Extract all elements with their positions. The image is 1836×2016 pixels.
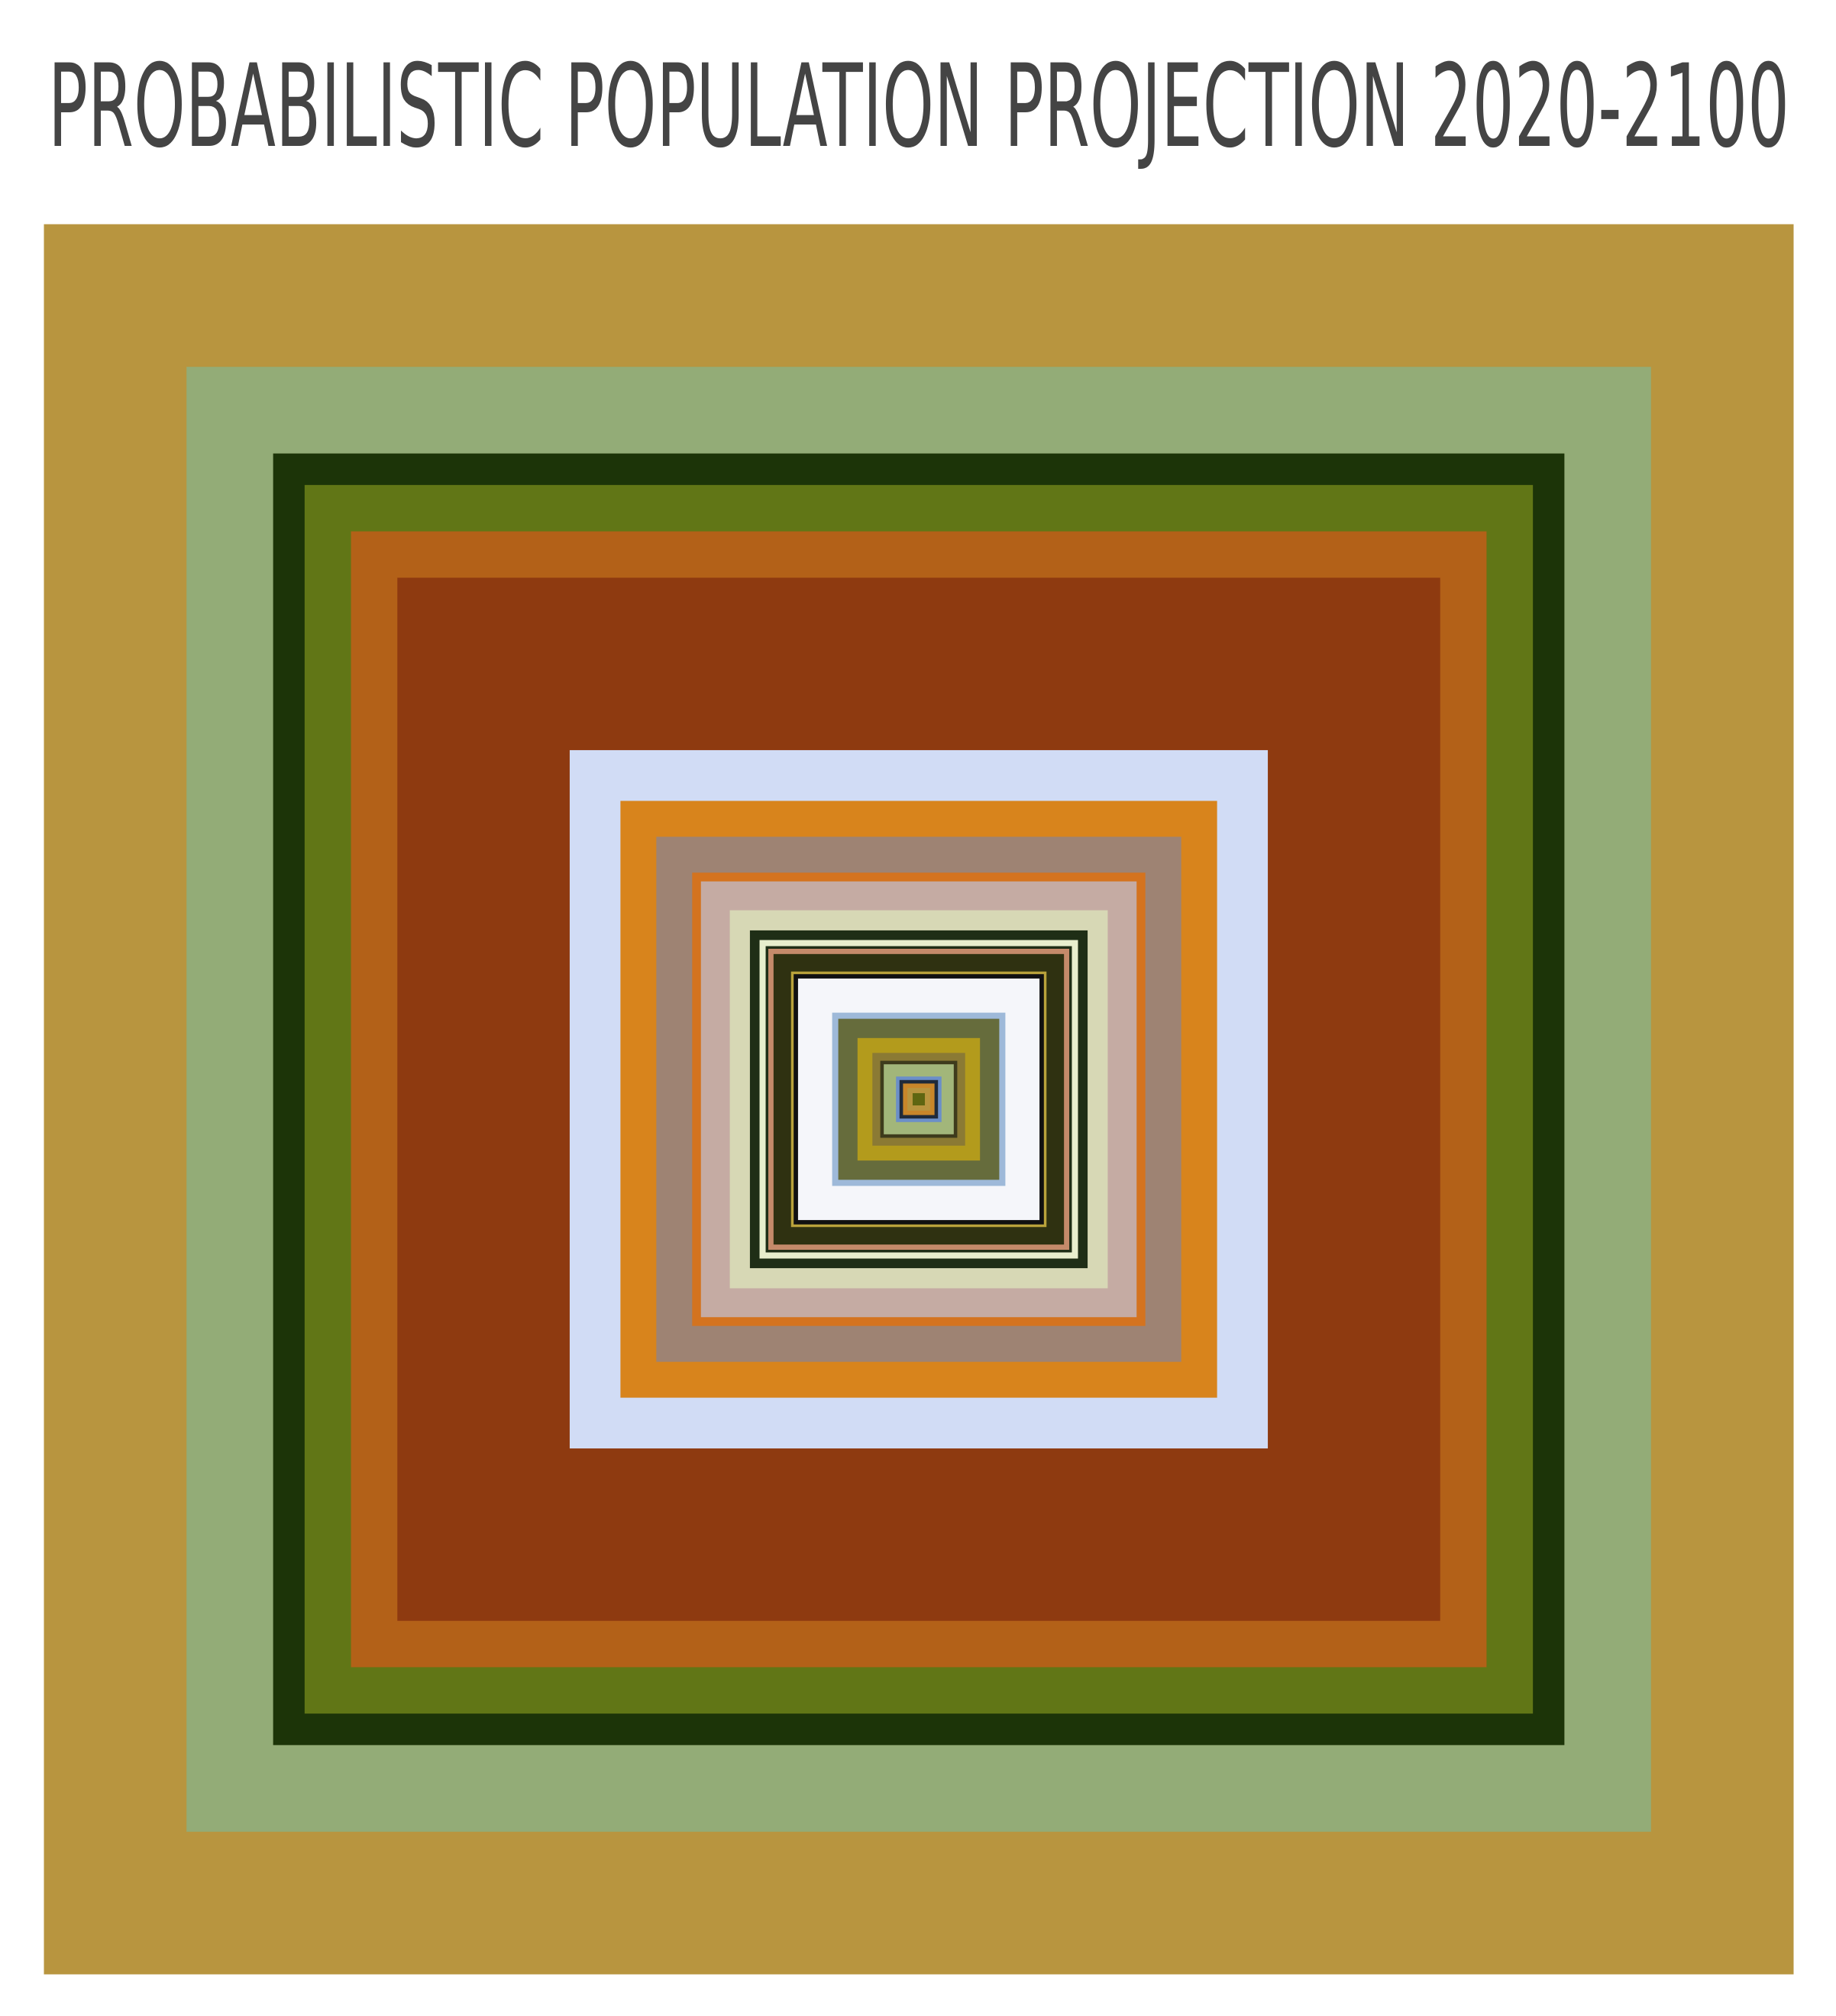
chart-title: PROBABILISTIC POPULATION PROJECTION 2020…	[48, 40, 1789, 173]
square	[912, 1092, 926, 1106]
